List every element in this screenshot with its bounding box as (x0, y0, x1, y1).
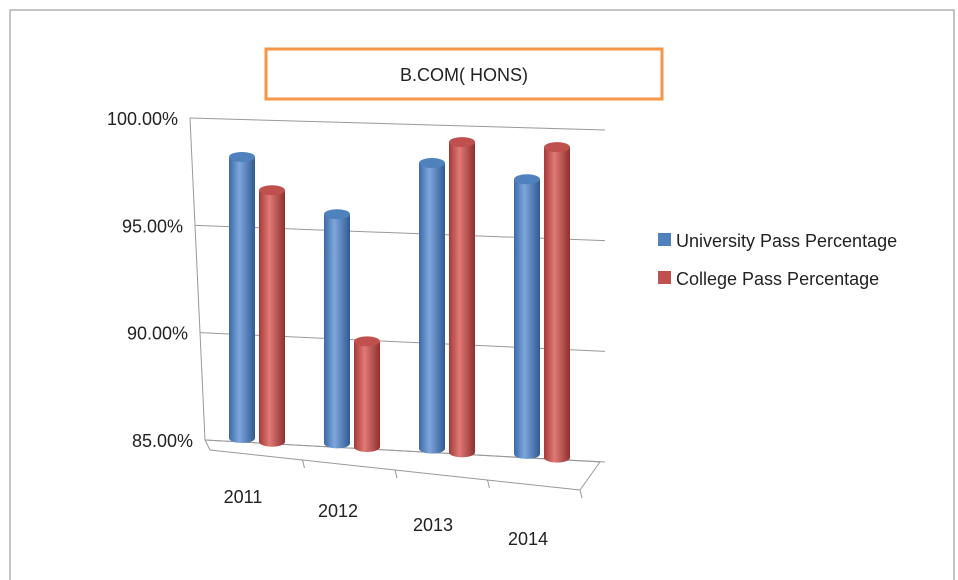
x-tick (487, 479, 490, 489)
grid-line (194, 224, 606, 242)
y-tick-label: 100.00% (107, 109, 178, 129)
cylinder-top (259, 185, 285, 196)
legend-label: College Pass Percentage (676, 269, 880, 289)
x-tick (579, 489, 583, 499)
cylinder-top (419, 158, 445, 169)
legend-swatch (658, 271, 671, 284)
cylinder (449, 142, 475, 458)
x-tick (302, 459, 305, 469)
title-box (264, 47, 664, 101)
cylinder (259, 190, 285, 447)
cylinder-top (229, 151, 255, 162)
frame (9, 9, 955, 580)
y-tick-label: 90.00% (127, 324, 188, 344)
cylinder-top (449, 137, 475, 148)
floor-left (204, 439, 211, 451)
cylinder-top (354, 336, 380, 347)
x-tick-label: 2013 (413, 515, 453, 535)
x-tick-label: 2012 (318, 501, 358, 521)
y-axis (189, 117, 206, 441)
legend-label: University Pass Percentage (676, 231, 898, 251)
cylinder (514, 179, 540, 459)
cylinder (419, 163, 445, 454)
floor-right (579, 461, 601, 491)
x-tick-label: 2014 (508, 529, 548, 549)
y-tick-label: 95.00% (122, 216, 183, 236)
grid-line (189, 117, 606, 131)
cylinder (229, 156, 255, 444)
legend: University Pass Percentage College Pass P… (658, 228, 901, 304)
legend-item: University Pass Percentage (658, 228, 901, 254)
x-tick (394, 469, 398, 479)
cylinder (324, 214, 350, 449)
cylinder-top (514, 174, 540, 185)
x-tick-label: 2011 (224, 487, 263, 507)
y-tick-label: 85.00% (132, 431, 193, 451)
cylinder-top (324, 209, 350, 220)
cylinder (354, 341, 380, 453)
legend-swatch (658, 233, 671, 246)
legend-item: College Pass Percentage (658, 266, 901, 292)
cylinder-top (544, 142, 570, 153)
chart-title: B.COM( HONS) (400, 65, 528, 85)
cylinder (544, 147, 570, 463)
